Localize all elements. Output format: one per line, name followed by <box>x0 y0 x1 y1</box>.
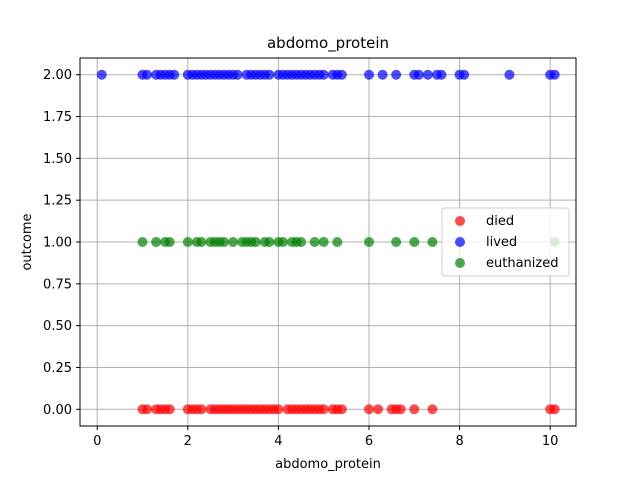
point-lived <box>232 69 243 80</box>
x-tick-label: 2 <box>184 434 192 449</box>
point-died <box>336 404 347 415</box>
point-died <box>395 404 406 415</box>
point-lived <box>549 69 560 80</box>
point-euthanized <box>332 237 343 247</box>
point-euthanized <box>250 237 261 247</box>
point-euthanized <box>391 237 402 247</box>
legend-label-died: died <box>486 214 514 229</box>
y-axis-ticks: 0.00 0.25 0.50 0.75 1.00 1.25 1.50 1.75 2.00 <box>43 68 80 418</box>
point-lived <box>504 69 515 80</box>
y-tick-label: 0.25 <box>43 361 72 376</box>
chart-title: abdomo_protein <box>267 34 389 53</box>
point-euthanized <box>309 237 320 247</box>
legend-label-euthanized: euthanized <box>486 256 558 271</box>
y-tick-label: 1.50 <box>43 152 72 167</box>
point-died <box>164 404 175 415</box>
point-euthanized <box>427 237 438 247</box>
point-lived <box>96 69 107 80</box>
y-tick-label: 1.00 <box>43 236 72 251</box>
legend: died lived euthanized <box>441 207 570 277</box>
point-lived <box>422 69 433 80</box>
point-euthanized <box>277 237 288 247</box>
legend-marker-euthanized <box>455 258 465 268</box>
legend-marker-lived <box>455 237 465 247</box>
y-tick-label: 0.50 <box>43 319 72 334</box>
y-tick-label: 1.25 <box>43 194 72 209</box>
point-euthanized <box>318 237 329 247</box>
y-tick-label: 0.75 <box>43 277 72 292</box>
point-euthanized <box>137 237 148 247</box>
point-euthanized <box>228 237 239 247</box>
point-lived <box>363 69 374 80</box>
x-axis-ticks: 0 2 4 6 8 10 <box>93 426 558 449</box>
point-lived <box>264 69 275 80</box>
point-died <box>273 404 284 415</box>
point-died <box>549 404 560 415</box>
point-lived <box>459 69 470 80</box>
point-euthanized <box>409 237 420 247</box>
point-lived <box>142 69 153 80</box>
point-died <box>363 404 374 415</box>
point-died <box>196 404 207 415</box>
point-died <box>409 404 420 415</box>
point-lived <box>413 69 424 80</box>
point-euthanized <box>196 237 207 247</box>
point-euthanized <box>264 237 275 247</box>
point-lived <box>169 69 180 80</box>
series-euthanized <box>137 237 560 247</box>
point-lived <box>318 69 329 80</box>
point-lived <box>336 69 347 80</box>
x-tick-label: 4 <box>274 434 282 449</box>
point-euthanized <box>151 237 162 247</box>
point-euthanized <box>363 237 374 247</box>
y-axis-label: outcome <box>20 213 35 270</box>
point-lived <box>377 69 388 80</box>
point-died <box>373 404 384 415</box>
legend-marker-died <box>455 216 465 226</box>
point-euthanized <box>182 237 193 247</box>
data-points <box>96 69 560 415</box>
point-lived <box>436 69 447 80</box>
point-euthanized <box>164 237 175 247</box>
x-tick-label: 8 <box>455 434 463 449</box>
y-tick-label: 0.00 <box>43 403 72 418</box>
point-died <box>318 404 329 415</box>
point-euthanized <box>219 237 230 247</box>
x-tick-label: 6 <box>365 434 373 449</box>
point-euthanized <box>296 237 307 247</box>
x-axis-label: abdomo_protein <box>275 457 381 472</box>
y-tick-label: 2.00 <box>43 68 72 83</box>
point-lived <box>391 69 402 80</box>
x-tick-label: 10 <box>542 434 559 449</box>
point-died <box>142 404 153 415</box>
point-died <box>427 404 438 415</box>
legend-box <box>441 207 570 277</box>
legend-label-lived: lived <box>486 235 517 250</box>
series-died <box>137 404 560 415</box>
series-lived <box>96 69 560 80</box>
y-tick-label: 1.75 <box>43 110 72 125</box>
x-tick-label: 0 <box>93 434 101 449</box>
